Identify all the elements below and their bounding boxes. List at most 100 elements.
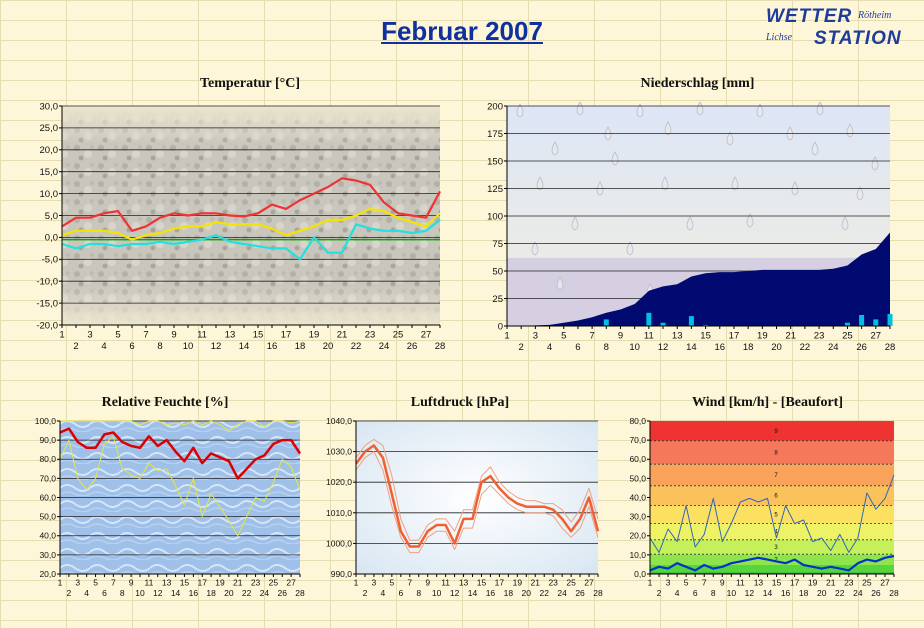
temperature-xtick-label: 9 xyxy=(171,330,176,341)
precipitation-xtick-label: 11 xyxy=(644,331,654,342)
wind-xtick-label: 3 xyxy=(666,578,671,588)
wind-xtick-label: 1 xyxy=(648,578,653,588)
temperature-xtick-label: 11 xyxy=(197,330,207,341)
wind-xtick-label: 12 xyxy=(745,588,755,598)
pressure-xtick-label: 17 xyxy=(495,578,505,588)
pressure-xtick-label: 10 xyxy=(432,588,442,598)
precipitation-xtick-label: 7 xyxy=(589,331,594,342)
pressure-ytick-label: 1020,0 xyxy=(326,477,352,487)
pressure-xtick-label: 23 xyxy=(548,578,558,588)
raindrop-icon xyxy=(626,241,634,256)
logo-place-roetheim: Rötheim xyxy=(858,10,892,21)
wind-xtick-label: 13 xyxy=(754,578,764,588)
pressure-ytick-label: 1040,0 xyxy=(326,416,352,426)
temperature-xtick-label: 10 xyxy=(183,341,194,352)
raindrop-icon xyxy=(556,276,564,291)
precipitation-xtick-label: 16 xyxy=(714,342,725,353)
humidity-ytick-label: 100,0 xyxy=(35,416,57,426)
raindrop-icon xyxy=(816,101,824,116)
humidity-xtick-label: 12 xyxy=(153,588,163,598)
wind-avg-line xyxy=(649,554,895,572)
temperature-chart-title: Temperatur [°C] xyxy=(199,76,301,91)
humidity-xtick-label: 16 xyxy=(189,588,199,598)
humidity-max-line xyxy=(60,420,301,432)
precipitation-daily-bar xyxy=(688,316,694,326)
beaufort-band xyxy=(650,539,894,555)
temperature-xtick-label: 4 xyxy=(101,341,106,352)
humidity-ytick-label: 70,0 xyxy=(39,473,56,483)
precipitation-xtick-label: 2 xyxy=(519,342,524,353)
beaufort-label: 3 xyxy=(774,545,778,551)
temperature-xtick-label: 14 xyxy=(239,341,250,352)
temperature-xtick-label: 6 xyxy=(129,341,134,352)
pressure-xtick-label: 3 xyxy=(372,578,377,588)
temperature-xtick-label: 12 xyxy=(211,341,222,352)
pressure-chart: 1040,01030,01020,01010,01000,0990,012345… xyxy=(326,416,603,598)
wind-ytick-label: 20,0 xyxy=(629,531,646,541)
logo-word-station: STATION xyxy=(814,28,902,49)
precipitation-ytick-label: 25 xyxy=(492,294,503,305)
temperature-ytick-label: 30,0 xyxy=(40,101,59,112)
raindrop-icon xyxy=(696,101,704,116)
raindrop-icon xyxy=(841,216,849,231)
wind-xtick-label: 27 xyxy=(880,578,890,588)
raindrop-icon xyxy=(571,216,579,231)
precipitation-sum-area xyxy=(507,232,890,326)
pressure-xtick-label: 13 xyxy=(459,578,469,588)
raindrop-icon xyxy=(811,141,819,156)
pressure-xtick-label: 22 xyxy=(539,588,549,598)
pressure-xtick-label: 20 xyxy=(522,588,532,598)
beaufort-label: 5 xyxy=(774,513,778,519)
humidity-ytick-label: 80,0 xyxy=(39,454,56,464)
temperature-ytick-label: 20,0 xyxy=(40,145,59,156)
precipitation-xtick-label: 24 xyxy=(828,342,839,353)
temperature-xtick-label: 15 xyxy=(253,330,264,341)
humidity-xtick-label: 22 xyxy=(242,588,252,598)
beaufort-label: 9 xyxy=(774,429,778,435)
wind-xtick-label: 2 xyxy=(657,588,662,598)
pressure-chart-title: Luftdruck [hPa] xyxy=(410,395,510,410)
temperature-xtick-label: 2 xyxy=(73,341,78,352)
precipitation-xtick-label: 13 xyxy=(672,331,683,342)
humidity-ytick-label: 40,0 xyxy=(39,531,56,541)
temperature-xtick-label: 26 xyxy=(407,341,418,352)
precipitation-xtick-label: 12 xyxy=(658,342,669,353)
pressure-xtick-label: 2 xyxy=(363,588,368,598)
humidity-xtick-label: 21 xyxy=(233,578,243,588)
temperature-ytick-label: 15,0 xyxy=(40,167,59,178)
humidity-chart: 100,090,080,070,060,050,040,030,020,0123… xyxy=(35,416,305,598)
raindrop-icon xyxy=(686,216,694,231)
precipitation-xtick-label: 27 xyxy=(871,331,882,342)
pressure-xtick-label: 9 xyxy=(425,578,430,588)
temperature-xtick-label: 19 xyxy=(309,330,320,341)
pressure-min-line xyxy=(355,451,599,554)
precipitation-xtick-label: 4 xyxy=(547,342,552,353)
humidity-avg-line xyxy=(59,427,302,480)
wind-xtick-label: 28 xyxy=(889,588,899,598)
precipitation-ytick-label: 175 xyxy=(487,129,503,140)
wind-xtick-label: 8 xyxy=(711,588,716,598)
pressure-xtick-label: 21 xyxy=(531,578,541,588)
pressure-xtick-label: 5 xyxy=(389,578,394,588)
wind-xtick-label: 10 xyxy=(727,588,737,598)
humidity-xtick-label: 18 xyxy=(206,588,216,598)
wind-xtick-label: 15 xyxy=(772,578,782,588)
wind-ytick-label: 50,0 xyxy=(629,473,646,483)
pressure-xtick-label: 12 xyxy=(450,588,460,598)
precipitation-ytick-label: 125 xyxy=(487,184,503,195)
temperature-xtick-label: 5 xyxy=(115,330,120,341)
precipitation-daily-bar xyxy=(703,324,709,326)
wind-ytick-label: 0,0 xyxy=(634,569,646,579)
humidity-ytick-label: 60,0 xyxy=(39,492,56,502)
humidity-ytick-label: 50,0 xyxy=(39,512,56,522)
wind-xtick-label: 6 xyxy=(693,588,698,598)
beaufort-label: 7 xyxy=(774,473,778,479)
pressure-ytick-label: 1010,0 xyxy=(326,508,352,518)
humidity-ytick-label: 30,0 xyxy=(39,550,56,560)
precipitation-xtick-label: 18 xyxy=(743,342,754,353)
temperature-ytick-label: 25,0 xyxy=(40,123,59,134)
station-logo: WETTER Rötheim Lichse STATION xyxy=(766,6,916,50)
temperature-ytick-label: -5,0 xyxy=(42,255,58,266)
beaufort-band xyxy=(650,485,894,506)
humidity-xtick-label: 3 xyxy=(75,578,80,588)
